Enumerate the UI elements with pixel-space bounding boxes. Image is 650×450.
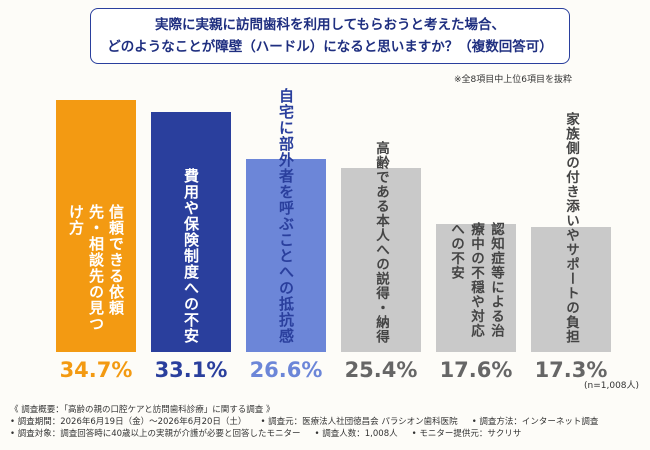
bar [151,112,231,352]
footer-item: • 調査人数：1,008人 [314,429,398,439]
sample-size: (n=1,008人) [584,381,640,391]
footer-line: • 調査対象：調査回答時に40歳以上の実親が介護が必要と回答したモニター • 調査… [10,428,612,440]
footer-item: • 調査元：医療法人社団徳昌会 パラシオン歯科医院 [260,417,458,427]
value-label: 33.1% [154,358,228,382]
title-box: 実際に実親に訪問歯科を利用してもらおうと考えた場合、 どのようなことが障壁（ハー… [90,8,570,64]
value-label: 17.6% [439,358,513,382]
bar [246,159,326,352]
bar [56,100,136,352]
bar [436,224,516,352]
footer: 《 調査概要：「高齢の親の口腔ケアと訪問歯科診療」に関する調査 》 • 調査期間… [10,404,612,440]
category-label: 高齢である本人への説得・納得 [373,141,389,344]
footer-line: • 調査期間：2026年6月19日（金）〜2026年6月20日（土） • 調査元：… [10,416,612,428]
category-label: 信頼できる依頼先・相談先の見つけ方 [67,204,125,332]
footer-item: • 調査対象：調査回答時に40歳以上の実親が介護が必要と回答したモニター [10,429,301,439]
note: ※全8項目中上位6項目を抜粋 [454,75,572,85]
category-label: 家族側の付き添いやサポートの負担 [563,112,579,344]
footer-item: • モニター提供元：サクリサ [411,429,522,439]
title-line: 実際に実親に訪問歯科を利用してもらおうと考えた場合、 [155,17,505,33]
bar [341,167,421,352]
category-label: 費用や保険制度への不安 [182,168,200,344]
value-label: 34.7% [59,358,133,382]
category-label: 認知症等による治療中の不穏や対応への不安 [448,222,504,338]
footer-item: • 調査期間：2026年6月19日（金）〜2026年6月20日（土） [10,417,247,427]
category-label: 自宅に部外者を呼ぶことへの抵抗感 [277,88,295,344]
value-label: 25.4% [344,358,418,382]
title-line: どのようなことが障壁（ハードル）になると思いますか？（複数回答可） [107,39,553,55]
footer-item: • 調査方法：インターネット調査 [471,417,599,427]
value-label: 26.6% [249,358,323,382]
footer-heading: 《 調査概要：「高齢の親の口腔ケアと訪問歯科診療」に関する調査 》 [10,405,275,415]
bar [531,226,611,352]
value-label: 17.3% [534,358,608,382]
